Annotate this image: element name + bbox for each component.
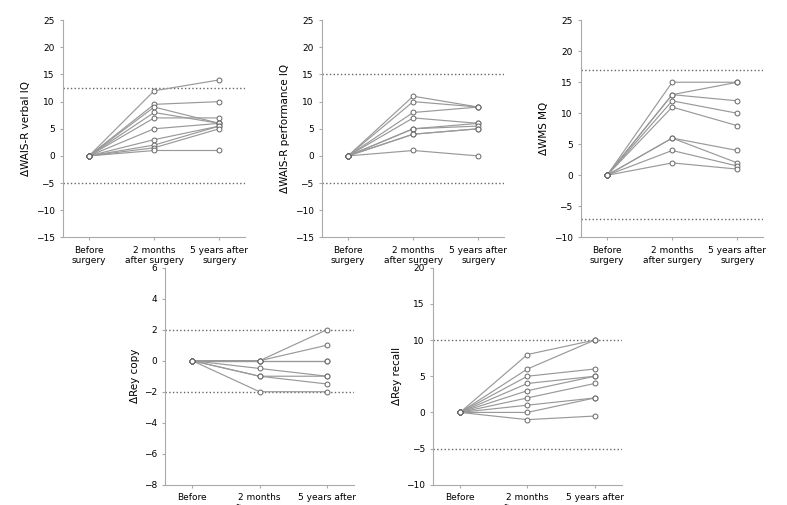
Y-axis label: ΔWAIS-R verbal IQ: ΔWAIS-R verbal IQ bbox=[21, 81, 31, 176]
Y-axis label: ΔWMS MQ: ΔWMS MQ bbox=[539, 102, 549, 156]
Y-axis label: ΔRey copy: ΔRey copy bbox=[130, 349, 139, 403]
Y-axis label: ΔRey recall: ΔRey recall bbox=[392, 347, 401, 406]
Y-axis label: ΔWAIS-R performance IQ: ΔWAIS-R performance IQ bbox=[280, 64, 290, 193]
